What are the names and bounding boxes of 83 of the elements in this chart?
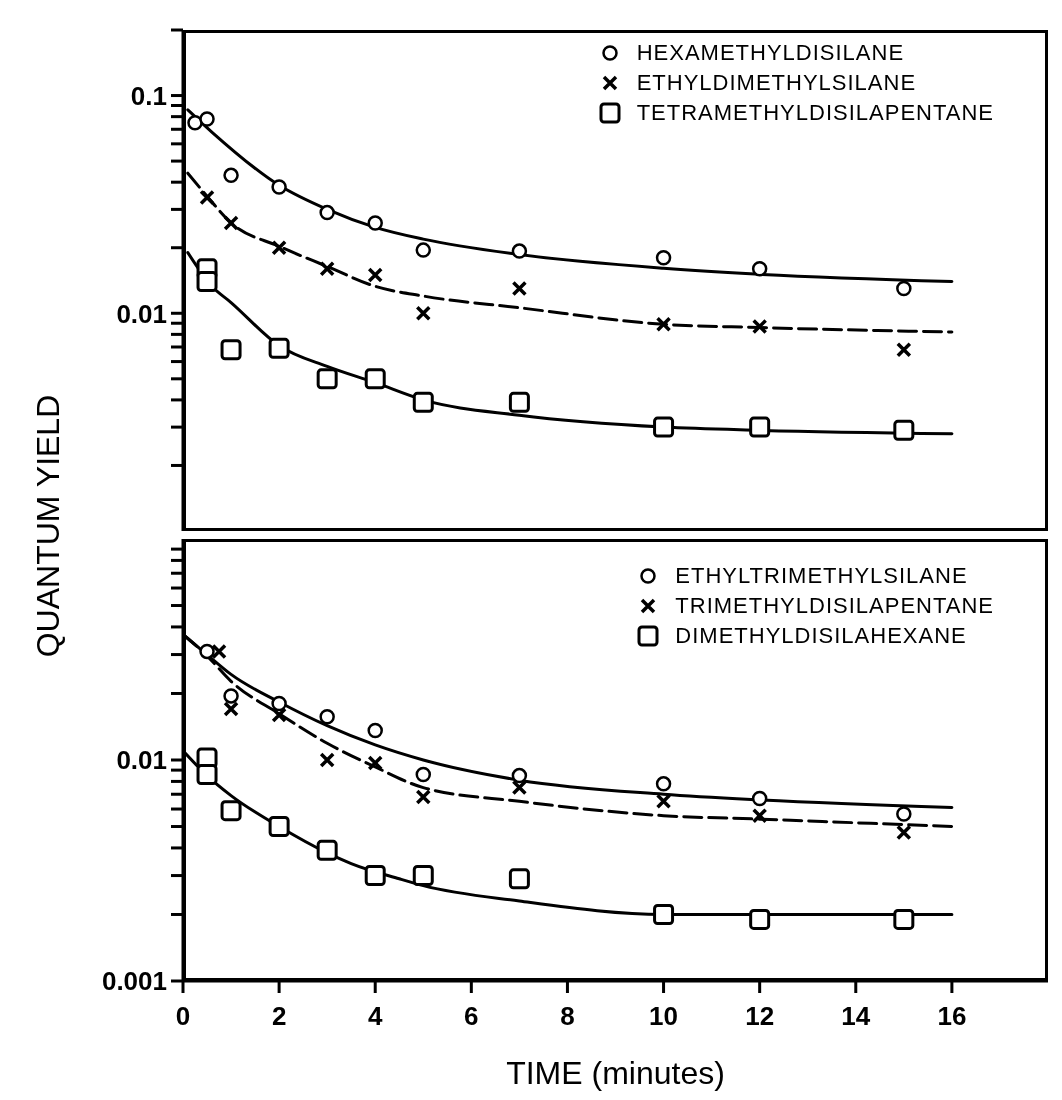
point [412,391,434,413]
point [653,416,675,438]
point [199,189,215,206]
point [415,305,432,322]
point [893,908,915,930]
point [271,239,287,256]
legend-label: HEXAMETHYLDISILANE [636,40,905,66]
point [511,243,528,259]
point [655,249,672,266]
point [896,341,912,358]
point [364,368,386,390]
x-tick-label: 10 [649,1001,679,1032]
point [220,800,242,822]
x-tick-label: 8 [560,1001,575,1032]
x-tick-label: 0 [175,1001,191,1032]
point [319,261,335,277]
y-tick-label: 0.01 [116,745,167,776]
point [412,865,434,887]
point [893,419,915,441]
point [751,261,768,277]
point [223,688,239,704]
point [268,816,290,838]
point [508,868,530,890]
point [223,167,239,184]
legend-label: TRIMETHYLDISILAPENTANE [675,593,994,619]
legend-label: ETHYLDIMETHYLSILANE [636,70,917,96]
point [196,763,218,785]
point [367,755,383,771]
point [367,722,383,739]
x-tick-label: 16 [937,1001,967,1032]
point [751,807,768,824]
legend-label: TETRAMETHYLDISILAPENTANE [636,100,994,126]
point [196,270,218,292]
point [653,903,675,925]
point [271,179,287,195]
point [211,643,227,660]
point [511,779,528,796]
point [749,416,771,438]
point [896,806,912,822]
point [751,318,768,335]
point [268,337,290,359]
point [508,391,530,413]
point [511,280,528,297]
y-tick-label: 0.01 [116,298,167,329]
point [364,865,386,887]
point [655,793,672,810]
point [223,701,239,717]
point [896,280,912,297]
y-tick-label: 0.001 [101,966,167,997]
point [749,908,771,930]
point [415,766,432,783]
point [199,111,215,127]
point [316,839,338,861]
x-tick-label: 14 [841,1001,871,1032]
point [319,204,335,221]
point [511,767,528,784]
point [415,789,432,805]
point [187,115,203,131]
x-tick-label: 12 [745,1001,775,1032]
legend-label: ETHYLTRIMETHYLSILANE [675,563,968,589]
point [223,215,239,231]
x-tick-label: 2 [271,1001,287,1032]
point [415,242,432,258]
y-axis-title: QUANTUM YIELD [30,393,67,660]
x-axis-title: TIME (minutes) [506,1055,725,1091]
point [655,316,672,333]
x-tick-label: 6 [464,1001,479,1032]
point [751,790,768,807]
line-series [186,171,954,334]
y-tick-label: 0.1 [130,80,167,111]
point [367,267,383,283]
point [319,708,335,725]
point [316,368,338,390]
point [655,776,672,792]
point [220,339,242,361]
x-tick-label: 4 [367,1001,383,1032]
point [271,695,287,712]
legend-label: DIMETHYLDISILAHEXANE [675,623,967,649]
point [896,824,912,841]
point [199,643,215,660]
point [271,707,287,723]
point [319,752,335,768]
point [367,215,383,231]
